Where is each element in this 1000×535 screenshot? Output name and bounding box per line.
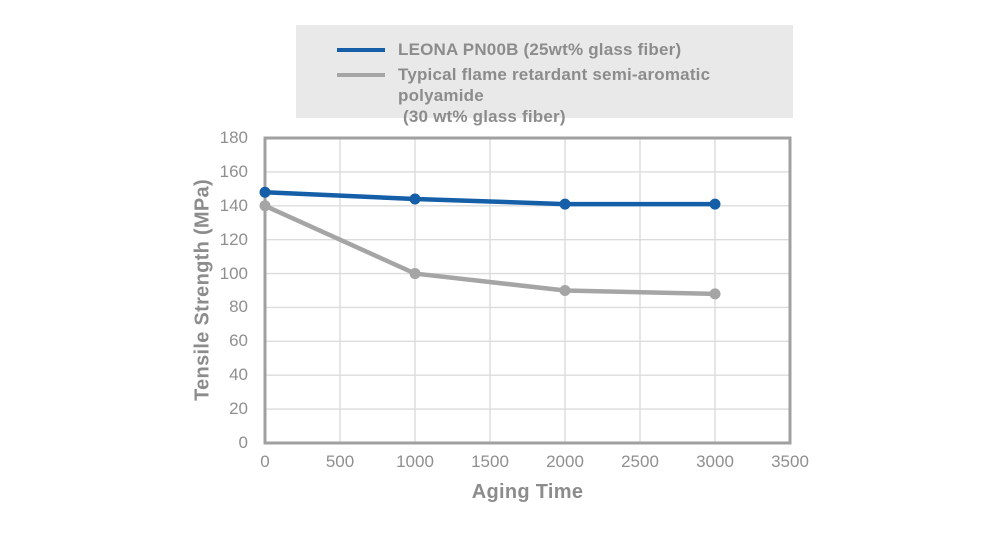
legend-line-swatch-gray [337,73,385,77]
legend-label-polyamide-line2: (30 wt% glass fiber) [403,107,566,126]
x-tick-label: 3000 [696,452,734,471]
legend: LEONA PN00B (25wt% glass fiber) Typical … [296,25,793,126]
y-tick-label: 160 [219,161,248,181]
legend-line-swatch-blue [337,48,385,52]
legend-label-polyamide-line1: Typical flame retardant semi-aromatic po… [398,65,711,105]
y-tick-label: 140 [219,195,248,215]
y-tick-label: 80 [229,297,248,317]
y-tick-label: 60 [229,331,248,351]
y-tick-label: 20 [229,399,248,419]
y-tick-label: 180 [219,128,248,147]
x-tick-label: 2500 [621,452,659,471]
y-tick-label: 120 [219,229,248,249]
legend-entry-polyamide: Typical flame retardant semi-aromatic po… [337,64,793,127]
legend-entry-leona: LEONA PN00B (25wt% glass fiber) [337,39,793,60]
x-axis-title: Aging Time [471,481,584,503]
x-tick-label: 0 [260,452,270,471]
legend-label-polyamide: Typical flame retardant semi-aromatic po… [398,64,793,127]
x-tick-label: 2000 [546,452,584,471]
legend-label-leona: LEONA PN00B (25wt% glass fiber) [398,40,682,59]
x-tick-label: 1500 [471,452,509,471]
x-tick-label: 3500 [771,452,809,471]
y-tick-label: 40 [229,365,248,385]
y-tick-label: 0 [238,433,248,452]
y-axis-title: Tensile Strength (MPa) [191,179,214,401]
y-tick-label: 100 [219,263,248,283]
x-tick-label: 500 [325,452,355,471]
x-tick-label: 1000 [396,452,434,471]
